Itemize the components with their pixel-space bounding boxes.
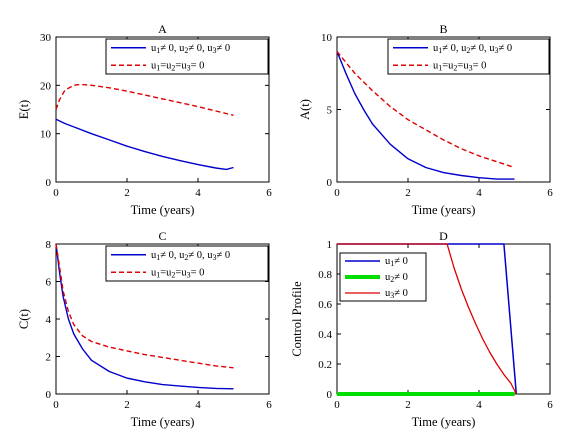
y-tick-label: 4 <box>46 314 52 326</box>
y-tick-label: 6 <box>46 277 52 289</box>
x-tick-label: 0 <box>334 187 340 199</box>
x-tick-label: 6 <box>266 399 272 411</box>
x-tick-label: 2 <box>405 187 411 199</box>
legend: u1≠ 0, u2≠ 0, u3≠ 0 u1=u2=u3= 0 <box>387 38 550 75</box>
y-tick-label: 10 <box>40 129 52 141</box>
y-tick-label: 10 <box>321 32 333 44</box>
panel-b: 0 2 4 6 0 5 10 B Time (years) A(t) u1≠ 0, u2≠ 0, u… <box>298 22 553 217</box>
y-tick-label: 0.2 <box>318 359 332 371</box>
y-tick-label: 2 <box>46 352 52 364</box>
y-axis-label: Control Profile <box>290 281 304 357</box>
x-axis-label: Time (years) <box>131 203 195 217</box>
chart-title: D <box>439 229 448 243</box>
legend: u1≠ 0, u2≠ 0, u3≠ 0 u1=u2=u3= 0 <box>105 38 269 75</box>
y-tick-label: 20 <box>40 80 52 92</box>
x-tick-label: 4 <box>195 187 201 199</box>
y-tick-label: 0.8 <box>318 269 332 281</box>
x-tick-label: 0 <box>53 187 59 199</box>
y-axis-label: A(t) <box>298 99 312 120</box>
x-tick-label: 0 <box>53 399 59 411</box>
legend: u1≠ 0, u2≠ 0, u3≠ 0 u1=u2=u3= 0 <box>105 245 269 282</box>
y-tick-label: 1 <box>327 239 333 251</box>
legend-entry: u1≠ 0, u2≠ 0, u3≠ 0 <box>433 43 512 55</box>
x-tick-label: 6 <box>547 187 553 199</box>
chart-title: B <box>439 22 447 36</box>
y-tick-label: 30 <box>40 32 52 44</box>
x-tick-label: 2 <box>124 399 130 411</box>
x-tick-label: 6 <box>547 399 553 411</box>
chart-title: C <box>158 229 166 243</box>
x-tick-label: 4 <box>476 399 482 411</box>
legend-entry: u1=u2=u3= 0 <box>151 267 204 279</box>
x-tick-label: 0 <box>334 399 340 411</box>
legend-box <box>387 38 550 75</box>
x-axis-label: Time (years) <box>131 415 195 429</box>
y-tick-label: 0 <box>327 389 333 401</box>
y-tick-label: 0 <box>46 389 52 401</box>
chart-title: A <box>158 22 167 36</box>
legend-entry: u1≠ 0, u2≠ 0, u3≠ 0 <box>151 250 230 262</box>
series-line-3 <box>337 243 517 395</box>
y-tick-label: 0.4 <box>318 329 332 341</box>
series-line-2 <box>55 243 234 369</box>
x-tick-label: 6 <box>266 187 272 199</box>
panel-a: 0 2 4 6 0 10 20 30 A Time (years) E(t) u1≠ 0, u2≠ 0… <box>17 22 272 217</box>
legend-entry: u1=u2=u3= 0 <box>433 60 486 72</box>
y-tick-label: 0 <box>46 177 52 189</box>
legend-box <box>105 38 269 75</box>
y-axis-label: E(t) <box>17 100 31 119</box>
series-line-1 <box>55 118 234 171</box>
legend-box <box>105 245 269 282</box>
x-tick-label: 4 <box>195 399 201 411</box>
y-axis-label: C(t) <box>17 309 31 329</box>
series-line-1 <box>336 51 515 180</box>
legend-entry: u1≠ 0, u2≠ 0, u3≠ 0 <box>151 43 230 55</box>
legend-entry: u1≠ 0 <box>385 256 408 268</box>
series-line-1 <box>55 243 234 390</box>
legend-entry: u2≠ 0 <box>385 272 408 284</box>
series-line-2 <box>55 83 234 116</box>
y-tick-label: 8 <box>46 239 52 251</box>
panel-c: 0 2 4 6 0 2 4 6 8 C Time (years) C(t) u1≠ 0, u2≠ 0, … <box>17 229 272 429</box>
x-axis-label: Time (years) <box>412 415 476 429</box>
legend-entry: u1=u2=u3= 0 <box>151 60 204 72</box>
series-line-2 <box>336 51 515 169</box>
legend: u1≠ 0 u2≠ 0 u3≠ 0 <box>339 252 427 302</box>
legend-entry: u3≠ 0 <box>385 288 408 300</box>
y-tick-label: 0.6 <box>318 299 332 311</box>
x-tick-label: 2 <box>124 187 130 199</box>
x-tick-label: 4 <box>476 187 482 199</box>
y-tick-label: 5 <box>327 105 333 117</box>
x-tick-label: 2 <box>405 399 411 411</box>
y-tick-label: 0 <box>327 177 333 189</box>
x-axis-label: Time (years) <box>412 203 476 217</box>
panel-d: 0 2 4 6 0 0.2 0.4 0.6 0.8 1 D Time (years) Control P… <box>290 229 553 429</box>
